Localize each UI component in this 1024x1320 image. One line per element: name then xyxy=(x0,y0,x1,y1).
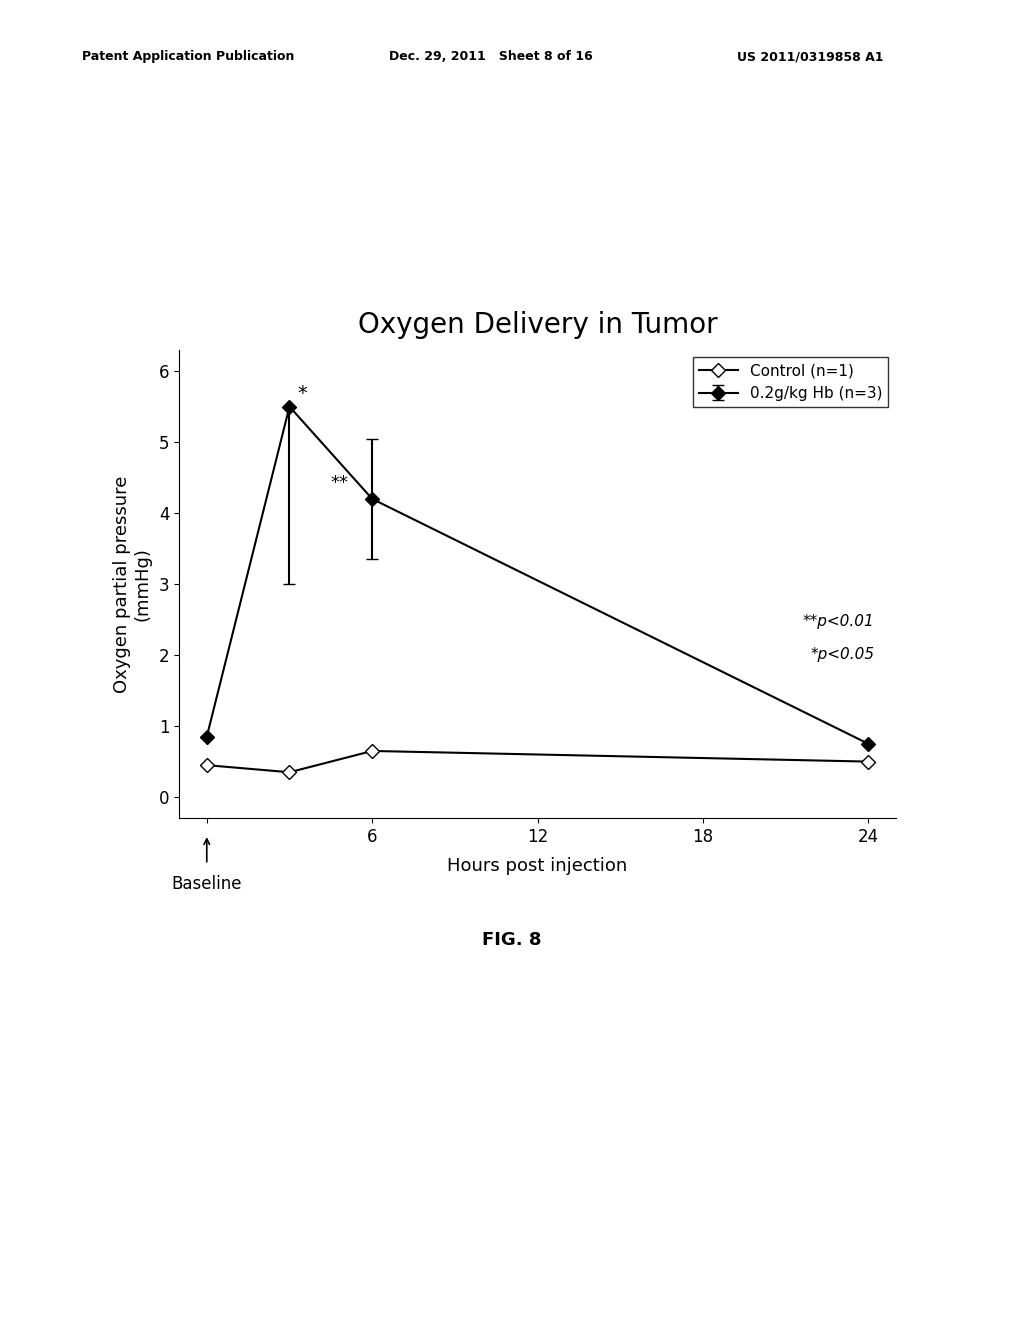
Text: Patent Application Publication: Patent Application Publication xyxy=(82,50,294,63)
Text: **: ** xyxy=(331,474,349,492)
Line: Control (n=1): Control (n=1) xyxy=(202,746,873,777)
Title: Oxygen Delivery in Tumor: Oxygen Delivery in Tumor xyxy=(357,312,718,339)
Text: Baseline: Baseline xyxy=(171,875,242,894)
Legend: Control (n=1), 0.2g/kg Hb (n=3): Control (n=1), 0.2g/kg Hb (n=3) xyxy=(693,358,889,408)
Text: *p<0.05: *p<0.05 xyxy=(810,647,874,661)
Text: Dec. 29, 2011   Sheet 8 of 16: Dec. 29, 2011 Sheet 8 of 16 xyxy=(389,50,593,63)
Text: **p<0.01: **p<0.01 xyxy=(803,614,874,630)
Text: US 2011/0319858 A1: US 2011/0319858 A1 xyxy=(737,50,884,63)
Control (n=1) xyxy=(284,764,296,780)
Control (n=1) xyxy=(201,758,213,774)
Text: FIG. 8: FIG. 8 xyxy=(482,931,542,949)
X-axis label: Hours post injection: Hours post injection xyxy=(447,857,628,875)
Control (n=1) xyxy=(366,743,378,759)
Y-axis label: Oxygen partial pressure
(mmHg): Oxygen partial pressure (mmHg) xyxy=(113,475,152,693)
Control (n=1) xyxy=(862,754,874,770)
Text: *: * xyxy=(298,384,307,403)
